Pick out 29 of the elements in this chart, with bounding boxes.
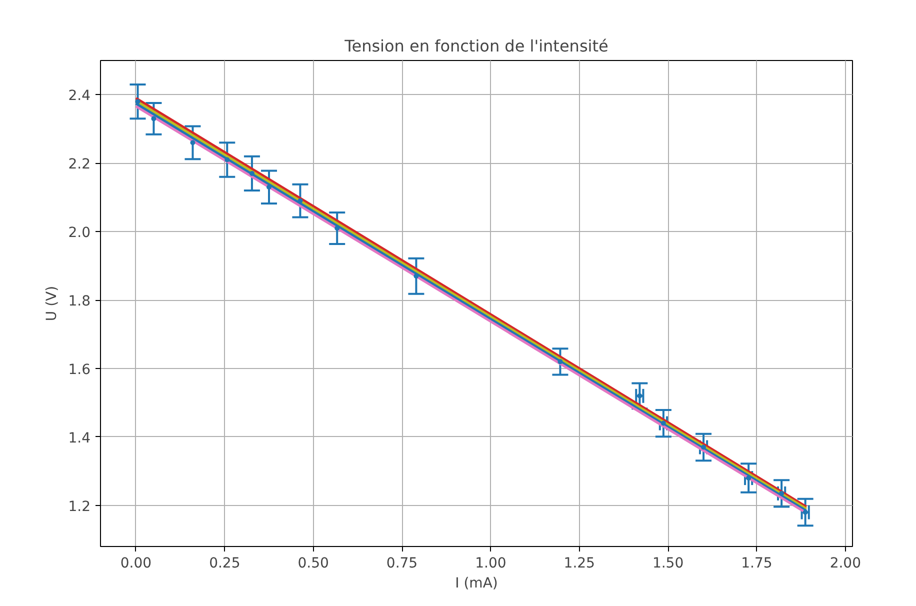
point: [151, 116, 156, 122]
chart-title: Tension en fonction de l'intensité: [344, 36, 608, 56]
x-tick-label: 0.75: [386, 556, 418, 572]
point: [266, 184, 272, 190]
x-tick-label: 2.00: [830, 556, 861, 572]
point: [249, 170, 254, 176]
x-tick-label: 0.50: [298, 556, 329, 572]
x-tick-label: 0.25: [209, 556, 240, 572]
y-tick-label: 2.4: [68, 88, 91, 104]
y-tick-label: 1.4: [68, 430, 91, 446]
point: [298, 198, 303, 204]
point: [558, 359, 563, 364]
x-tick-label: 0.00: [120, 556, 152, 572]
x-axis-title: I (mA): [455, 576, 498, 592]
point: [334, 226, 340, 231]
y-tick-label: 1.6: [68, 362, 91, 378]
y-tick-label: 2.0: [68, 225, 90, 242]
x-tick-label: 1.50: [652, 556, 684, 572]
x-tick-label: 1.00: [475, 556, 506, 572]
x-tick-label: 1.25: [564, 556, 595, 572]
point: [414, 274, 419, 279]
point: [224, 157, 230, 162]
y-axis-title: U (V): [44, 286, 60, 322]
y-tick-label: 2.2: [68, 156, 90, 173]
point: [190, 140, 196, 146]
x-tick-label: 1.75: [741, 556, 772, 572]
y-tick-label: 1.2: [68, 498, 90, 515]
point: [135, 99, 140, 104]
y-tick-label: 1.8: [68, 294, 90, 310]
